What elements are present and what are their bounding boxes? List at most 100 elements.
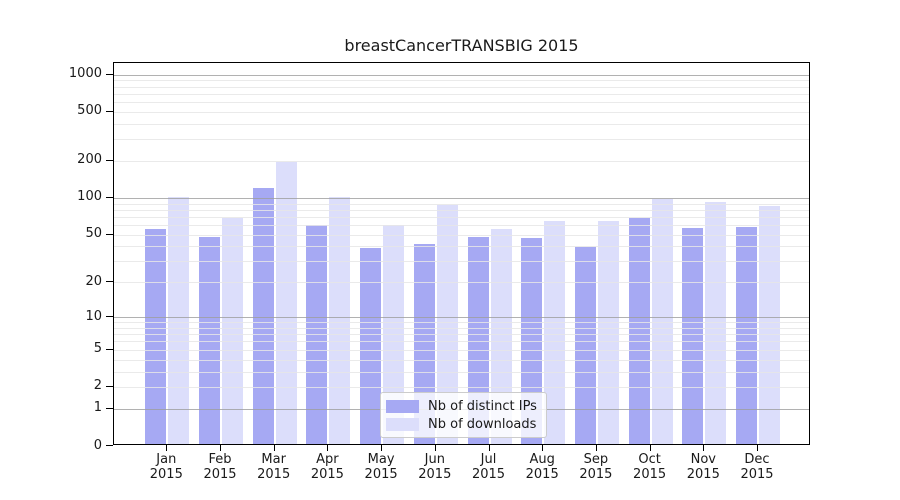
x-tick-month-jan: Jan bbox=[156, 452, 177, 467]
x-tick-apr bbox=[327, 445, 329, 451]
gridline-minor-3 bbox=[114, 371, 809, 373]
y-tick-1000 bbox=[106, 73, 113, 75]
y-tick-20 bbox=[106, 281, 113, 283]
bar-downloads-mar bbox=[275, 162, 297, 444]
gridline-major-100 bbox=[114, 197, 809, 199]
x-tick-may bbox=[381, 445, 383, 451]
y-tick-100 bbox=[106, 196, 113, 198]
x-tick-year-jan: 2015 bbox=[149, 467, 183, 482]
legend: Nb of distinct IPs Nb of downloads bbox=[380, 392, 547, 438]
x-tick-label-jun: Jun 2015 bbox=[405, 452, 465, 482]
x-tick-label-mar: Mar 2015 bbox=[244, 452, 304, 482]
gridline-minor-80 bbox=[114, 209, 809, 211]
grid-layer bbox=[114, 63, 809, 444]
x-tick-label-feb: Feb 2015 bbox=[190, 452, 250, 482]
y-tick-label-20: 20 bbox=[85, 273, 102, 289]
x-tick-oct bbox=[649, 445, 651, 451]
gridline-minor-300 bbox=[114, 139, 809, 141]
x-tick-label-jan: Jan 2015 bbox=[136, 452, 196, 482]
chart-title: breastCancerTRANSBIG 2015 bbox=[344, 36, 579, 55]
x-tick-year-nov: 2015 bbox=[686, 467, 720, 482]
gridline-minor-60 bbox=[114, 225, 809, 226]
y-tick-label-2: 2 bbox=[93, 378, 102, 394]
gridline-minor-7 bbox=[114, 334, 809, 336]
y-tick-label-1000: 1000 bbox=[68, 66, 102, 82]
x-tick-label-oct: Oct 2015 bbox=[620, 452, 680, 482]
bar-downloads-oct bbox=[651, 198, 673, 444]
gridline-minor-200 bbox=[114, 160, 809, 162]
x-tick-year-aug: 2015 bbox=[525, 467, 559, 482]
x-tick-nov bbox=[703, 445, 705, 451]
x-tick-month-dec: Dec bbox=[744, 452, 770, 467]
legend-swatch-downloads bbox=[386, 417, 419, 431]
gridline-minor-8 bbox=[114, 327, 809, 329]
x-tick-jul bbox=[488, 445, 490, 451]
y-tick-500 bbox=[106, 110, 113, 112]
legend-label-distinct-ips: Nb of distinct IPs bbox=[428, 398, 537, 414]
x-tick-label-aug: Aug 2015 bbox=[512, 452, 572, 482]
x-tick-year-jun: 2015 bbox=[418, 467, 452, 482]
x-tick-dec bbox=[757, 445, 758, 451]
gridline-minor-800 bbox=[114, 86, 809, 88]
x-tick-month-mar: Mar bbox=[261, 452, 286, 467]
gridline-minor-400 bbox=[114, 123, 809, 125]
x-tick-month-feb: Feb bbox=[208, 452, 232, 467]
legend-swatch-distinct-ips bbox=[386, 399, 419, 413]
x-tick-month-jun: Jun bbox=[424, 452, 445, 467]
y-tick-label-10: 10 bbox=[85, 308, 102, 324]
x-tick-label-jul: Jul 2015 bbox=[459, 452, 519, 482]
gridline-minor-500 bbox=[114, 111, 809, 113]
bar-downloads-dec bbox=[759, 206, 780, 444]
y-tick-10 bbox=[106, 316, 113, 318]
bar-downloads-jan bbox=[168, 196, 190, 444]
x-tick-month-aug: Aug bbox=[529, 452, 555, 467]
bar-downloads-sep bbox=[597, 221, 619, 444]
y-tick-label-0: 0 bbox=[93, 437, 102, 453]
x-tick-month-nov: Nov bbox=[690, 452, 716, 467]
x-tick-year-sep: 2015 bbox=[579, 467, 613, 482]
gridline-minor-20 bbox=[114, 282, 809, 284]
legend-label-downloads: Nb of downloads bbox=[428, 416, 537, 432]
bar-distinct-ips-dec bbox=[736, 226, 757, 444]
y-tick-label-50: 50 bbox=[85, 226, 102, 242]
gridline-minor-70 bbox=[114, 216, 809, 218]
gridline-minor-40 bbox=[114, 246, 809, 248]
x-tick-year-jul: 2015 bbox=[471, 467, 506, 482]
x-tick-month-apr: Apr bbox=[316, 452, 339, 467]
bar-distinct-ips-mar bbox=[252, 188, 274, 444]
bar-downloads-aug bbox=[544, 221, 566, 444]
legend-item-distinct-ips: Nb of distinct IPs bbox=[386, 397, 537, 415]
bar-distinct-ips-sep bbox=[574, 247, 596, 444]
y-tick-label-500: 500 bbox=[77, 103, 102, 119]
x-tick-label-nov: Nov 2015 bbox=[673, 452, 733, 482]
y-tick-label-5: 5 bbox=[93, 341, 102, 357]
y-tick-label-1: 1 bbox=[93, 400, 102, 416]
x-tick-month-jul: Jul bbox=[480, 452, 497, 467]
gridline-minor-700 bbox=[114, 93, 809, 95]
x-tick-month-sep: Sep bbox=[583, 452, 609, 467]
x-tick-month-may: May bbox=[367, 452, 395, 467]
legend-item-downloads: Nb of downloads bbox=[386, 415, 537, 433]
x-tick-sep bbox=[595, 445, 597, 451]
plot-area: Nb of distinct IPs Nb of downloads bbox=[113, 62, 810, 445]
x-tick-year-oct: 2015 bbox=[633, 467, 667, 482]
y-tick-0 bbox=[106, 445, 113, 446]
x-tick-year-apr: 2015 bbox=[310, 467, 344, 482]
bar-distinct-ips-nov bbox=[682, 227, 704, 444]
gridline-major-1000 bbox=[114, 74, 809, 76]
bar-distinct-ips-may bbox=[360, 248, 382, 444]
x-tick-jun bbox=[434, 445, 436, 451]
gridline-major-10 bbox=[114, 317, 809, 319]
y-tick-2 bbox=[106, 385, 113, 387]
y-tick-1 bbox=[106, 407, 113, 409]
x-tick-year-feb: 2015 bbox=[203, 467, 237, 482]
x-tick-label-sep: Sep 2015 bbox=[566, 452, 626, 482]
gridline-minor-900 bbox=[114, 80, 809, 82]
gridline-minor-5 bbox=[114, 349, 809, 351]
bar-downloads-apr bbox=[329, 196, 351, 444]
x-tick-label-apr: Apr 2015 bbox=[297, 452, 357, 482]
x-tick-month-oct: Oct bbox=[638, 452, 661, 467]
gridline-minor-6 bbox=[114, 341, 809, 343]
x-tick-feb bbox=[220, 445, 221, 451]
